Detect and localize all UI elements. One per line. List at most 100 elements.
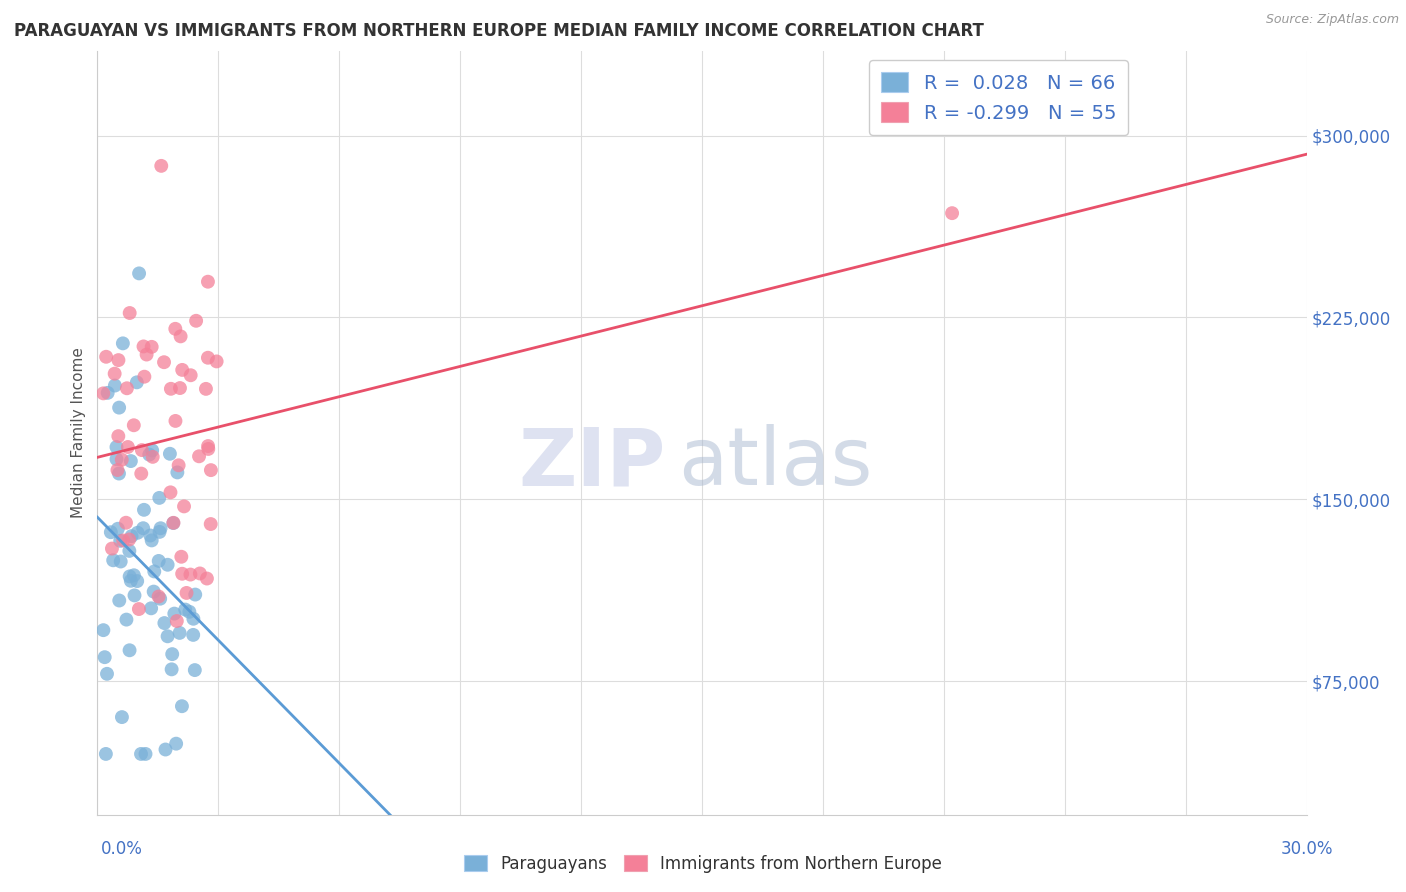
- Point: [159, 485, 181, 500]
- Point: [142, 450, 165, 464]
- Point: [148, 590, 170, 604]
- Point: [129, 747, 152, 761]
- Point: [104, 378, 127, 392]
- Point: [153, 355, 176, 369]
- Point: [176, 586, 198, 600]
- Point: [127, 574, 149, 588]
- Point: [174, 602, 197, 616]
- Point: [188, 566, 211, 581]
- Point: [93, 623, 115, 637]
- Point: [170, 549, 193, 564]
- Point: [181, 628, 204, 642]
- Point: [101, 541, 124, 556]
- Point: [132, 503, 155, 517]
- Point: [139, 528, 162, 542]
- Point: [107, 522, 129, 536]
- Text: 0.0%: 0.0%: [101, 840, 143, 858]
- Point: [170, 699, 193, 714]
- Point: [118, 569, 141, 583]
- Y-axis label: Median Family Income: Median Family Income: [72, 347, 86, 518]
- Point: [108, 467, 131, 481]
- Point: [112, 533, 135, 548]
- Point: [179, 605, 201, 619]
- Point: [160, 382, 183, 396]
- Point: [124, 588, 146, 602]
- Point: [141, 340, 163, 354]
- Point: [122, 568, 145, 582]
- Point: [200, 516, 222, 531]
- Point: [162, 516, 184, 530]
- Point: [115, 381, 138, 395]
- Point: [125, 376, 148, 390]
- Point: [166, 466, 188, 480]
- Point: [132, 339, 155, 353]
- Point: [143, 565, 166, 579]
- Point: [118, 306, 141, 320]
- Point: [115, 613, 138, 627]
- Point: [188, 450, 211, 464]
- Point: [197, 442, 219, 456]
- Point: [128, 266, 150, 280]
- Point: [173, 500, 195, 514]
- Point: [148, 491, 170, 505]
- Point: [180, 368, 202, 383]
- Point: [108, 401, 131, 415]
- Point: [110, 533, 132, 548]
- Point: [169, 329, 191, 343]
- Point: [194, 382, 217, 396]
- Point: [169, 626, 191, 640]
- Text: Source: ZipAtlas.com: Source: ZipAtlas.com: [1265, 13, 1399, 27]
- Point: [96, 666, 118, 681]
- Point: [205, 354, 228, 368]
- Point: [172, 363, 194, 377]
- Point: [141, 533, 163, 548]
- Point: [172, 566, 194, 581]
- Point: [150, 159, 173, 173]
- Point: [148, 554, 170, 568]
- Point: [132, 521, 155, 535]
- Point: [97, 385, 120, 400]
- Text: atlas: atlas: [678, 425, 872, 502]
- Text: 30.0%: 30.0%: [1281, 840, 1333, 858]
- Point: [148, 524, 170, 539]
- Point: [149, 521, 172, 535]
- Point: [100, 525, 122, 540]
- Point: [165, 414, 187, 428]
- Point: [115, 516, 138, 530]
- Point: [117, 440, 139, 454]
- Point: [139, 601, 162, 615]
- Point: [94, 747, 117, 761]
- Point: [135, 347, 157, 361]
- Point: [184, 588, 207, 602]
- Point: [165, 737, 187, 751]
- Legend: Paraguayans, Immigrants from Northern Europe: Paraguayans, Immigrants from Northern Eu…: [457, 848, 949, 880]
- Text: PARAGUAYAN VS IMMIGRANTS FROM NORTHERN EUROPE MEDIAN FAMILY INCOME CORRELATION C: PARAGUAYAN VS IMMIGRANTS FROM NORTHERN E…: [14, 22, 984, 40]
- Point: [149, 591, 172, 606]
- Point: [122, 418, 145, 433]
- Point: [142, 584, 165, 599]
- Point: [131, 443, 153, 458]
- Point: [160, 647, 183, 661]
- Point: [183, 612, 205, 626]
- Point: [107, 463, 129, 477]
- Point: [184, 663, 207, 677]
- Point: [110, 554, 132, 568]
- Point: [165, 322, 187, 336]
- Point: [128, 602, 150, 616]
- Point: [105, 452, 128, 467]
- Point: [141, 443, 163, 458]
- Legend: R =  0.028   N = 66, R = -0.299   N = 55: R = 0.028 N = 66, R = -0.299 N = 55: [869, 61, 1128, 135]
- Point: [104, 367, 127, 381]
- Point: [107, 429, 129, 443]
- Point: [197, 351, 219, 365]
- Point: [166, 614, 188, 628]
- Point: [155, 742, 177, 756]
- Point: [118, 533, 141, 547]
- Point: [156, 629, 179, 643]
- Point: [129, 467, 152, 481]
- Point: [195, 572, 218, 586]
- Point: [103, 553, 125, 567]
- Point: [200, 463, 222, 477]
- Point: [179, 567, 201, 582]
- Point: [156, 558, 179, 572]
